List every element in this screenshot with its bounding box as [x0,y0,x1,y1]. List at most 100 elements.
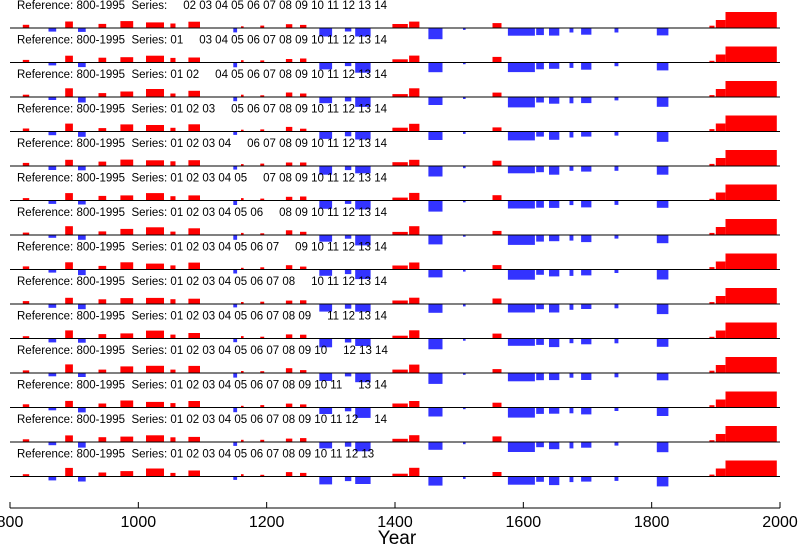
negative-bar [581,235,592,243]
negative-bar [344,200,352,204]
positive-bar [170,93,176,97]
positive-bar [241,164,244,166]
negative-bar [569,28,574,33]
negative-bar [614,131,619,136]
positive-bar [22,24,30,28]
negative-bar [656,97,669,107]
positive-bar [241,474,244,477]
positive-bar [715,261,726,270]
panel-label: Reference: 800-1995 Series: 01 02 03 04 … [17,242,388,254]
negative-bar [549,476,560,486]
panel-label: Reference: 800-1995 Series: 01 02 03 04 … [17,138,388,150]
positive-bar [260,474,265,477]
positive-bar [170,231,176,235]
negative-bar [319,200,333,209]
panel-label: Reference: 800-1995 Series: 02 03 04 05 … [17,0,388,12]
negative-bar [614,338,619,344]
positive-bar [492,92,502,97]
positive-bar [300,370,307,373]
negative-bar [233,131,238,135]
negative-bar [463,476,466,479]
panel-12: Reference: 800-1995 Series: 01 02 03 04 … [10,380,780,418]
negative-bar [656,28,669,36]
positive-bar [715,20,726,28]
x-tick-label-2000: 2000 [762,514,798,531]
positive-bar [120,262,134,270]
negative-bar [344,476,352,482]
positive-bar [241,198,244,201]
negative-bar [355,407,371,418]
negative-bar [614,235,619,239]
negative-bar [355,338,371,346]
negative-bar [233,200,238,205]
positive-bar [120,298,134,304]
positive-bar [409,88,420,97]
negative-bar [549,373,560,381]
positive-bar [392,24,408,28]
negative-bar [536,131,544,137]
negative-bar [355,131,371,140]
positive-bar [300,162,307,166]
positive-bar [146,263,164,270]
negative-bar [614,304,619,309]
negative-bar [463,97,466,99]
panel-label: Reference: 800-1995 Series: 01 02 03 04 … [17,345,388,357]
negative-bar [569,442,574,449]
positive-bar [260,163,265,166]
panel-label: Reference: 800-1995 Series: 01 03 04 05 … [17,35,388,47]
negative-bar [78,200,86,205]
negative-bar [549,338,560,348]
negative-bar [463,304,466,307]
positive-bar [285,438,293,442]
negative-bar [507,269,535,280]
positive-bar [709,163,715,166]
positive-bar [260,301,265,304]
negative-bar [428,62,443,73]
negative-bar [344,269,352,275]
positive-bar [285,300,293,304]
positive-bar [98,437,107,442]
panel-10: Reference: 800-1995 Series: 01 02 03 04 … [10,311,780,350]
positive-bar [260,267,265,270]
positive-bar [709,60,715,63]
panel-label: Reference: 800-1995 Series: 01 02 03 04 … [17,449,374,461]
negative-bar [233,304,238,308]
positive-bar [98,195,107,201]
negative-bar [319,442,333,449]
positive-bar [241,26,244,28]
panel-label: Reference: 800-1995 Series: 01 02 03 04 … [17,380,388,392]
positive-bar [170,403,176,408]
positive-bar [709,336,715,339]
positive-bar [392,473,408,477]
positive-bar [65,193,73,201]
panel-7: Reference: 800-1995 Series: 01 02 03 04 … [10,207,780,246]
positive-bar [260,25,265,28]
positive-bar [492,436,502,442]
negative-bar [78,131,86,137]
chart-panels: Reference: 800-1995 Series: 02 03 04 05 … [10,0,780,487]
positive-bar [146,227,164,235]
positive-bar [300,300,307,304]
positive-bar [715,54,726,63]
positive-bar [725,357,777,373]
positive-bar [170,23,176,28]
negative-bar [78,338,86,343]
positive-bar [725,184,777,201]
positive-bar [492,472,502,477]
positive-bar [146,330,164,339]
negative-bar [581,269,592,276]
positive-bar [409,192,420,201]
negative-bar [48,28,57,32]
positive-bar [120,333,134,339]
negative-bar [48,269,57,273]
negative-bar [319,269,333,276]
negative-bar [536,269,544,275]
negative-bar [233,442,238,446]
positive-bar [392,94,408,97]
negative-bar [581,131,592,137]
negative-bar [48,442,57,446]
positive-bar [715,158,726,166]
positive-bar [392,403,408,408]
negative-bar [507,235,535,245]
positive-bar [409,21,420,28]
